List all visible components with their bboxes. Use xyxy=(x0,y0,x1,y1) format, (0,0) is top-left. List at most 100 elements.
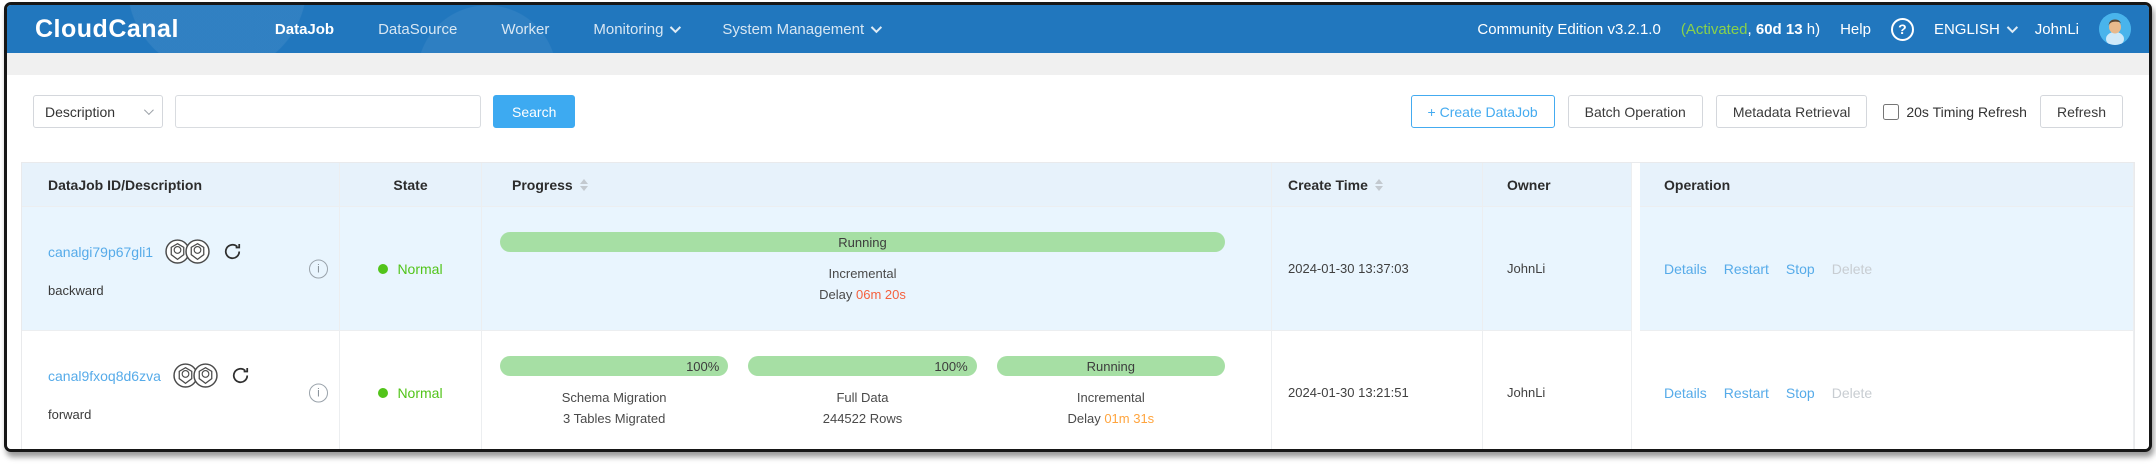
job-cell: canalgi79p67gli1 xyxy=(22,207,340,331)
sync-icon xyxy=(225,243,241,260)
app-window: CloudCanal DataJob DataSource Worker Mon… xyxy=(4,2,2152,452)
language-selector[interactable]: ENGLISH xyxy=(1934,21,2018,38)
question-circle-icon[interactable]: ? xyxy=(1890,17,1914,41)
job-description: forward xyxy=(48,407,92,422)
restart-link[interactable]: Restart xyxy=(1723,384,1769,401)
database-icon xyxy=(165,239,190,264)
metadata-retrieval-button[interactable]: Metadata Retrieval xyxy=(1715,95,1868,128)
nav-item-datasource[interactable]: DataSource xyxy=(378,20,458,38)
status-dot xyxy=(378,387,389,398)
info-icon[interactable]: i xyxy=(309,259,328,278)
delay-value: 01m 31s xyxy=(1104,411,1155,426)
stage-name: Full Data xyxy=(836,390,889,405)
fixed-column-gap xyxy=(1632,163,1640,207)
database-icon xyxy=(193,363,218,388)
chevron-down-icon xyxy=(670,21,682,34)
details-link[interactable]: Details xyxy=(1664,384,1707,401)
stage-name: Schema Migration xyxy=(561,390,667,405)
header-state: State xyxy=(340,163,482,207)
progress-bar: Running xyxy=(500,232,1225,252)
header-job: DataJob ID/Description xyxy=(22,163,340,207)
navbar-right: Community Edition v3.2.1.0 (Activated, 6… xyxy=(1477,13,2131,45)
search-input[interactable] xyxy=(175,95,481,128)
fixed-column-gap xyxy=(1632,331,1640,449)
state-label: Normal xyxy=(397,384,443,401)
database-icon xyxy=(185,239,210,264)
delete-link: Delete xyxy=(1831,260,1873,277)
stage-name: Incremental xyxy=(1076,390,1145,405)
delay-value: 06m 20s xyxy=(855,287,906,302)
create-time-cell: 2024-01-30 13:37:03 xyxy=(1272,207,1483,331)
top-navbar: CloudCanal DataJob DataSource Worker Mon… xyxy=(7,5,2149,53)
toolbar-right: + Create DataJob Batch Operation Metadat… xyxy=(1398,95,2123,128)
job-cell: canal9fxoq8d6zva xyxy=(22,331,340,449)
chevron-down-icon xyxy=(143,105,154,116)
refresh-button[interactable]: Refresh xyxy=(2039,95,2123,128)
username-label[interactable]: JohnLi xyxy=(2034,20,2079,38)
datasource-pair xyxy=(165,239,210,264)
operation-cell: Details Restart Stop Delete xyxy=(1640,331,2134,449)
fixed-column-gap xyxy=(1632,207,1640,331)
details-link[interactable]: Details xyxy=(1664,260,1707,277)
header-progress[interactable]: Progress xyxy=(482,163,1272,207)
timing-refresh-toggle[interactable]: 20s Timing Refresh xyxy=(1883,103,2027,120)
job-id-link[interactable]: canalgi79p67gli1 xyxy=(48,243,154,260)
stage-full-data: 100% Full Data 244522 Rows xyxy=(748,356,977,429)
create-time-cell: 2024-01-30 13:21:51 xyxy=(1272,331,1483,449)
page-background-strip xyxy=(7,53,2149,75)
avatar[interactable] xyxy=(2099,13,2131,45)
progress-bar: 100% xyxy=(500,356,729,376)
search-button[interactable]: Search xyxy=(493,95,576,128)
operation-cell: Details Restart Stop Delete xyxy=(1640,207,2134,331)
avatar-image xyxy=(2099,13,2131,45)
table-header-row: DataJob ID/Description State Progress Cr… xyxy=(22,163,2134,207)
create-datajob-button[interactable]: + Create DataJob xyxy=(1410,95,1555,128)
progress-cell: 100% Schema Migration 3 Tables Migrated … xyxy=(482,331,1272,449)
job-id-link[interactable]: canal9fxoq8d6zva xyxy=(48,367,161,384)
batch-operation-button[interactable]: Batch Operation xyxy=(1567,95,1703,128)
status-dot xyxy=(378,263,389,274)
progress-bar: Running xyxy=(996,356,1225,376)
header-create-time[interactable]: Create Time xyxy=(1272,163,1483,207)
state-label: Normal xyxy=(397,260,443,277)
header-operation: Operation xyxy=(1640,163,2134,207)
toolbar: Description Search + Create DataJob Batc… xyxy=(7,75,2149,128)
table-row: canalgi79p67gli1 xyxy=(22,207,2134,331)
sort-icon[interactable] xyxy=(579,178,588,191)
toolbar-left: Description Search xyxy=(33,95,576,128)
nav-item-datajob[interactable]: DataJob xyxy=(274,20,335,38)
stage-delay: Delay 01m 31s xyxy=(1067,411,1155,426)
stage-delay: Delay 06m 20s xyxy=(819,287,906,302)
stop-link[interactable]: Stop xyxy=(1785,260,1815,277)
restart-link[interactable]: Restart xyxy=(1723,260,1769,277)
stop-link[interactable]: Stop xyxy=(1785,384,1815,401)
info-icon[interactable]: i xyxy=(309,383,328,402)
datajob-table: DataJob ID/Description State Progress Cr… xyxy=(21,162,2135,449)
stage-name: Incremental xyxy=(828,266,897,281)
chevron-down-icon xyxy=(2006,21,2018,34)
state-cell: Normal xyxy=(340,331,482,449)
delete-link: Delete xyxy=(1831,384,1873,401)
filter-field-select[interactable]: Description xyxy=(33,95,163,128)
state-cell: Normal xyxy=(340,207,482,331)
help-link[interactable]: Help xyxy=(1840,20,1871,38)
job-description: backward xyxy=(48,283,104,298)
cloudcanal-logo: CloudCanal xyxy=(35,14,179,43)
main-nav: DataJob DataSource Worker Monitoring Sys… xyxy=(274,20,883,38)
sort-icon[interactable] xyxy=(1374,178,1383,191)
nav-item-system-management[interactable]: System Management xyxy=(722,21,883,38)
activation-status: (Activated, 60d 13 h) xyxy=(1680,20,1821,38)
header-owner: Owner xyxy=(1483,163,1632,207)
stage-detail: 3 Tables Migrated xyxy=(562,411,666,426)
table-row: canal9fxoq8d6zva xyxy=(22,331,2134,449)
nav-item-monitoring[interactable]: Monitoring xyxy=(593,21,682,38)
datasource-pair xyxy=(173,363,218,388)
stage-incremental: Running Incremental Delay 01m 31s xyxy=(996,356,1225,429)
edition-label: Community Edition v3.2.1.0 xyxy=(1477,20,1661,38)
stage-schema-migration: 100% Schema Migration 3 Tables Migrated xyxy=(500,356,729,429)
stage-incremental: Running Incremental Delay 06m 20s xyxy=(500,232,1225,305)
owner-cell: JohnLi xyxy=(1483,331,1632,449)
nav-item-worker[interactable]: Worker xyxy=(501,20,550,38)
timing-refresh-checkbox[interactable] xyxy=(1883,103,1900,120)
stage-detail: 244522 Rows xyxy=(822,411,903,426)
